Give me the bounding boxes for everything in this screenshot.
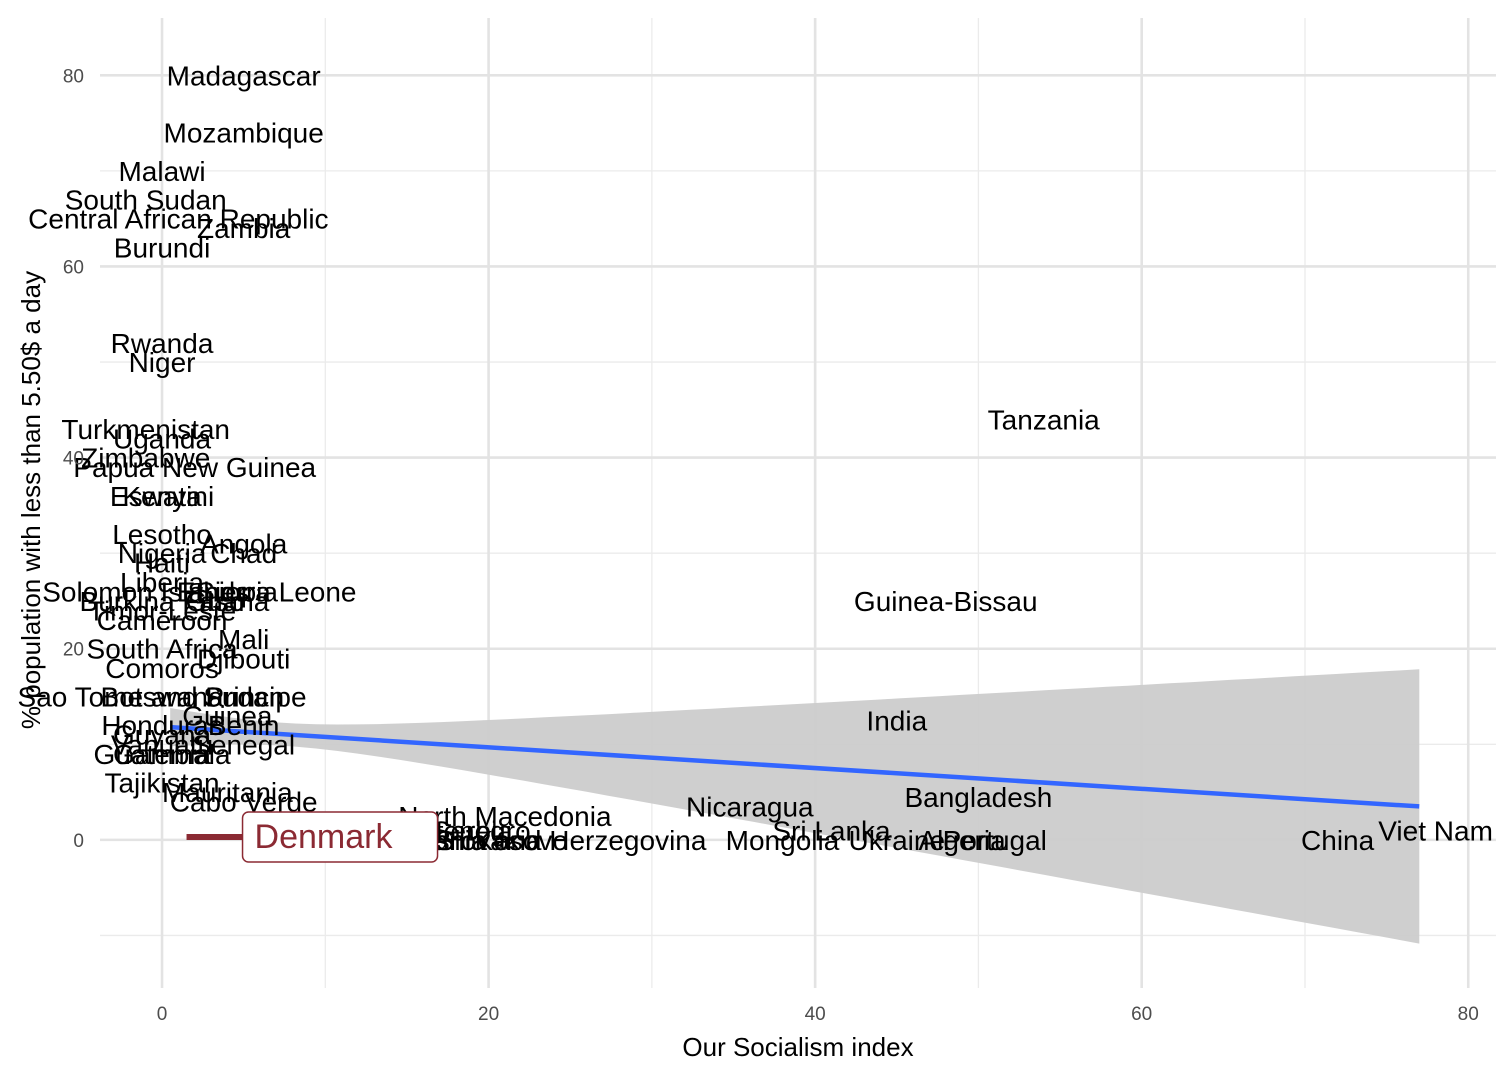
country-label: Comoros	[105, 653, 219, 684]
country-label: Sudan	[203, 682, 284, 713]
y-tick-label: 60	[63, 257, 84, 278]
x-axis-title: Our Socialism index	[682, 1032, 913, 1062]
confidence-band	[170, 669, 1420, 944]
country-label: Sierra Leone	[196, 576, 356, 607]
major-grid	[100, 18, 1496, 988]
y-tick-label: 0	[73, 831, 84, 852]
country-label: Serbia	[432, 815, 513, 846]
country-label: Ghana	[185, 586, 269, 617]
country-label: South Africa	[87, 634, 238, 665]
country-label: Liberia	[120, 567, 204, 598]
x-tick-label: 80	[1458, 1004, 1479, 1025]
highlight-label-box	[241, 811, 439, 863]
country-label: Chad	[210, 538, 277, 569]
country-label: Zambia	[197, 213, 291, 244]
country-label: Djibouti	[197, 643, 290, 674]
country-label: Tajikistan	[104, 768, 219, 799]
country-label: Botswana	[101, 682, 224, 713]
country-label: Rwanda	[111, 328, 214, 359]
highlight-layer: Denmark	[186, 811, 439, 863]
country-label: Lesotho	[112, 519, 212, 550]
country-label: Angola	[200, 529, 288, 560]
country-label: Guinea	[182, 701, 273, 732]
x-tick-label: 40	[805, 1004, 826, 1025]
country-label: Central African Republic	[28, 204, 328, 235]
y-axis-ticks: 0 20 40 60 80	[63, 66, 84, 852]
x-tick-label: 0	[157, 1004, 168, 1025]
y-tick-label: 80	[63, 66, 84, 87]
country-label: Uganda	[113, 423, 212, 454]
country-label: Kosovo	[475, 825, 568, 856]
regression-line	[170, 724, 1420, 809]
country-label: Sri Lanka	[772, 815, 891, 846]
country-label: Guatemala	[94, 739, 231, 770]
regression-line-layer	[170, 724, 1420, 809]
country-label: Cameroon	[97, 605, 228, 636]
country-label: Papua New Guinea	[73, 452, 316, 483]
country-label: Ukraine	[849, 825, 945, 856]
country-label: Nigeria	[118, 538, 207, 569]
country-label: Slovakia	[436, 825, 542, 856]
country-label: India	[866, 705, 927, 736]
country-label: Vanuatu	[111, 729, 213, 760]
country-label: Mali	[218, 624, 269, 655]
country-label: Ethiopia	[177, 576, 279, 607]
country-label: South Sudan	[65, 185, 227, 216]
country-label: Portugal	[943, 825, 1047, 856]
country-label: Haiti	[134, 548, 190, 579]
x-tick-label: 20	[478, 1004, 499, 1025]
confidence-band-layer	[170, 669, 1420, 944]
country-label: Kenya	[122, 481, 202, 512]
country-label: Guinea-Bissau	[854, 586, 1038, 617]
country-label: Malawi	[118, 156, 205, 187]
country-label: Nicaragua	[686, 791, 814, 822]
y-tick-label: 40	[63, 449, 84, 470]
y-tick-label: 20	[63, 640, 84, 661]
country-label: Zimbabwe	[81, 443, 210, 474]
country-label: Burkina Faso	[80, 586, 245, 617]
country-label: Burundi	[114, 232, 211, 263]
country-label: Sao Tome and Principe	[18, 682, 307, 713]
country-label: Niger	[129, 347, 196, 378]
x-tick-label: 60	[1131, 1004, 1152, 1025]
country-label: Eswatini	[110, 481, 214, 512]
x-axis-ticks: 0 20 40 60 80	[157, 1004, 1479, 1025]
country-label: Tanzania	[988, 404, 1101, 435]
country-label: Senegal	[192, 729, 295, 760]
country-label: Gambia	[113, 739, 211, 770]
country-label: Viet Nam	[1378, 815, 1493, 846]
country-label: Bosnia and Herzegovina	[401, 825, 707, 856]
country-label: Honduras	[101, 710, 222, 741]
highlight-label: Denmark	[255, 818, 394, 856]
y-axis-title: % population with less than 5.50$ a day	[16, 271, 46, 729]
country-label: Bangladesh	[904, 782, 1052, 813]
country-label: Mauritania	[162, 777, 293, 808]
country-label: China	[1301, 825, 1375, 856]
country-label: Mongolia	[726, 825, 840, 856]
country-label: Algeria	[919, 825, 1007, 856]
country-label: Turkmenistan	[61, 414, 230, 445]
country-label: Guyana	[113, 720, 211, 751]
country-label: Solomon Islands	[42, 576, 249, 607]
country-label: Benin	[208, 710, 280, 741]
country-label: Madagascar	[167, 60, 321, 91]
country-label: Mozambique	[164, 118, 324, 149]
country-label: Timor-Leste	[88, 596, 236, 627]
